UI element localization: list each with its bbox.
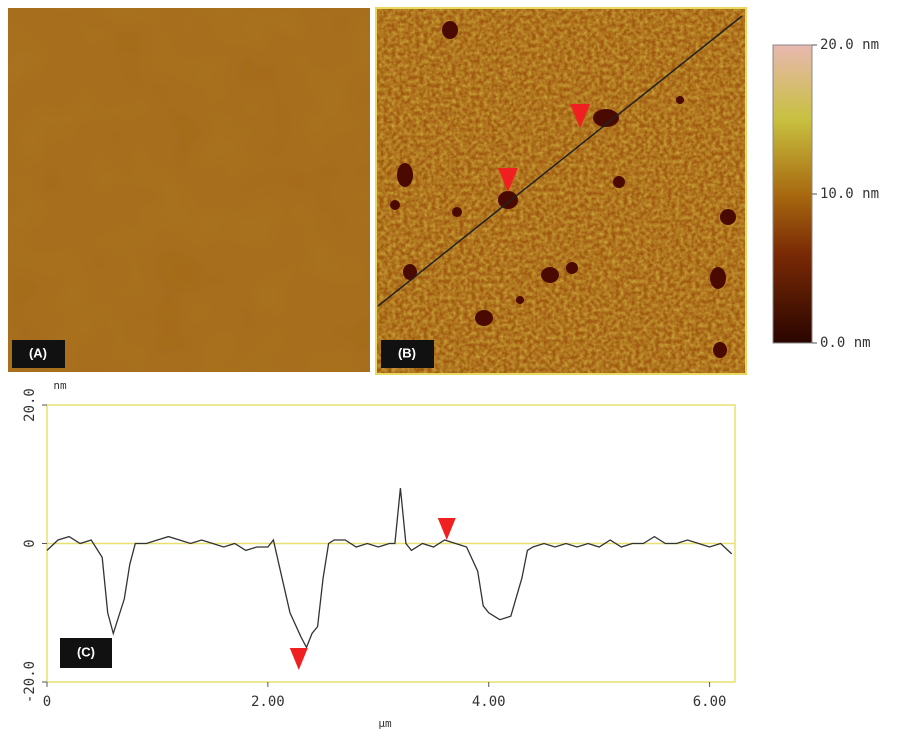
colorbar-label: 20.0 nm: [820, 37, 879, 53]
y-tick-label: 20.0: [22, 388, 38, 422]
afm-texture: [8, 8, 370, 372]
colorbar-label: 10.0 nm: [820, 186, 879, 202]
profile-chart: nm µm (C) 20.0 0 -20.0 0 2.00 4.00 6.00: [22, 379, 735, 730]
x-tick-label: 4.00: [472, 694, 506, 710]
profile-line: [47, 488, 732, 647]
x-tick-label: 6.00: [693, 694, 727, 710]
y-tick-label: -20.0: [22, 661, 38, 703]
y-tick-label: 0: [22, 539, 38, 547]
colorbar-label: 0.0 nm: [820, 335, 871, 351]
panel-a: (A): [8, 8, 370, 372]
y-axis-label: nm: [53, 379, 67, 392]
x-tick-label: 0: [43, 694, 51, 710]
afm-texture: [377, 9, 745, 373]
figure: (A) (B) 20.0 nm 10.0 nm 0.0 nm nm µm (C) 2…: [0, 0, 911, 732]
panel-label: (B): [398, 345, 416, 360]
x-tick-label: 2.00: [251, 694, 285, 710]
panel-label: (A): [29, 345, 47, 360]
panel-label: (C): [77, 644, 95, 659]
colorbar-ticks: 20.0 nm 10.0 nm 0.0 nm: [812, 37, 879, 351]
x-axis-label: µm: [378, 717, 392, 730]
cursor-marker: [438, 518, 456, 540]
panel-b: (B): [376, 8, 746, 374]
cursor-marker: [290, 648, 308, 670]
colorbar: [773, 45, 812, 343]
